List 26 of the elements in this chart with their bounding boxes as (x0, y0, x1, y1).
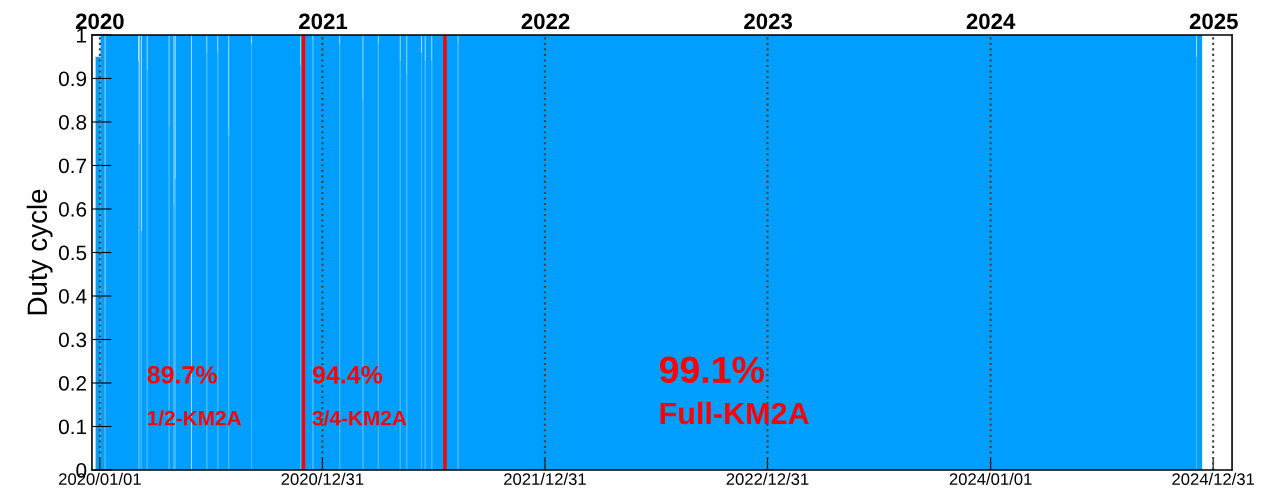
x2-tick-label: 2020 (75, 13, 124, 30)
y-tick-label: 0.8 (58, 114, 87, 130)
x-tick-label: 2020/12/31 (281, 472, 364, 486)
y-tick-label: 0.9 (58, 71, 87, 87)
y-tick-label: 0.2 (58, 376, 87, 391)
annotation: Full-KM2A (660, 401, 809, 425)
x-tick-label: 2022/12/31 (726, 472, 809, 486)
x2-tick-label: 2022 (521, 13, 570, 30)
x2-tick-label: 2021 (299, 13, 348, 30)
x2-tick-label: 2025 (1189, 13, 1238, 30)
y-tick-label: 0.7 (58, 158, 87, 174)
x2-tick-label: 2024 (966, 13, 1016, 30)
y-tick-label: 0.1 (58, 419, 87, 435)
x-tick-label: 2021/12/31 (504, 472, 586, 486)
y-tick-label: 0.6 (58, 201, 87, 217)
y-tick-label: 0.4 (58, 289, 87, 304)
y-tick-label: 0.3 (58, 332, 87, 348)
x-tick-label: 2024/12/31 (1172, 472, 1255, 486)
x-tick-label: 2024/01/01 (949, 472, 1032, 486)
annotation: 94.4% (312, 365, 383, 384)
x2-tick-label: 2023 (744, 13, 792, 30)
y-tick-label: 1 (77, 28, 87, 43)
annotation: 3/4-KM2A (312, 410, 407, 426)
annotation: 99.1% (659, 356, 764, 384)
y-axis-title: Duty cycle (26, 189, 53, 315)
y-tick-label: 0.5 (58, 245, 87, 261)
